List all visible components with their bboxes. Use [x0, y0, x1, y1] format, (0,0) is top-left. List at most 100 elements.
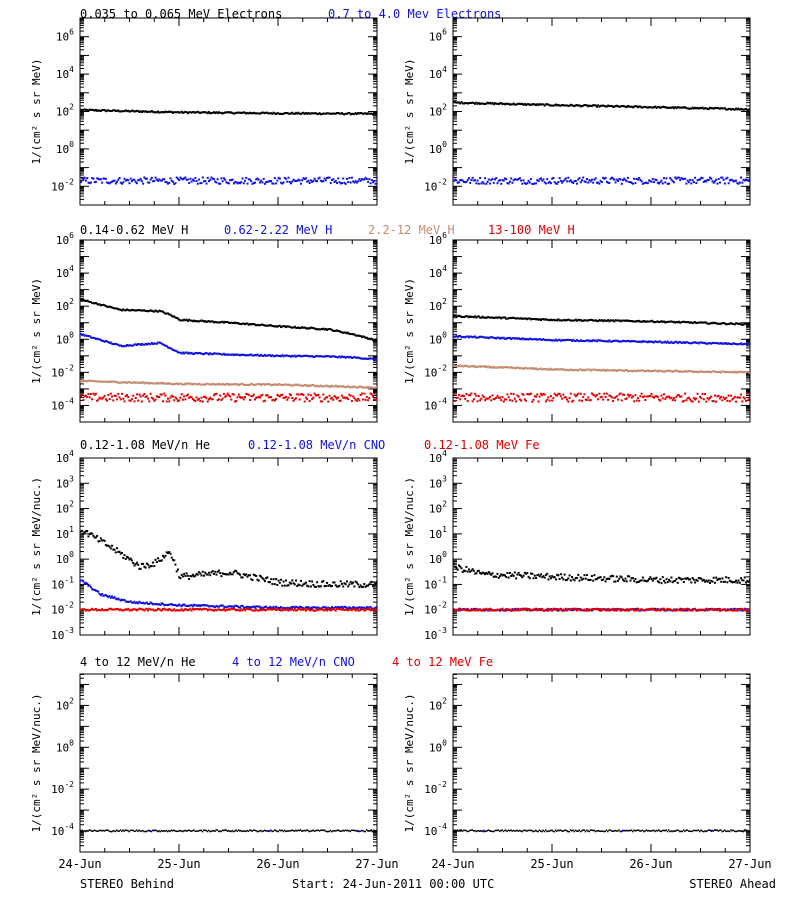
- data-point: [112, 596, 115, 599]
- data-point: [82, 580, 85, 583]
- data-point: [158, 603, 161, 606]
- data-point: [217, 182, 220, 185]
- data-point: [196, 573, 199, 576]
- data-point: [669, 177, 672, 180]
- data-point: [247, 606, 250, 609]
- data-point: [338, 181, 341, 184]
- data-point: [322, 180, 325, 183]
- data-point: [210, 605, 213, 608]
- data-point: [605, 319, 608, 322]
- data-point: [121, 110, 124, 113]
- data-point: [589, 318, 592, 321]
- data-point: [349, 394, 352, 397]
- data-point: [224, 178, 227, 181]
- data-point: [326, 581, 329, 584]
- y-axis-label: 1/(cm² s sr MeV): [30, 278, 43, 384]
- data-point: [691, 106, 694, 109]
- data-point: [672, 370, 675, 373]
- data-point: [645, 395, 648, 398]
- data-point: [152, 382, 155, 385]
- data-point: [263, 609, 266, 612]
- data-point: [532, 182, 535, 185]
- data-point: [649, 395, 652, 398]
- data-point: [610, 574, 613, 577]
- data-point: [297, 111, 300, 114]
- data-point: [354, 356, 357, 359]
- data-point: [700, 370, 703, 373]
- data-point: [152, 110, 155, 113]
- data-point: [103, 109, 106, 112]
- data-point: [530, 338, 533, 341]
- data-point: [88, 533, 91, 536]
- data-point: [328, 394, 331, 397]
- data-point: [97, 109, 100, 112]
- data-point: [474, 315, 477, 318]
- data-point: [553, 339, 556, 342]
- data-point: [252, 323, 255, 326]
- data-point: [94, 536, 97, 539]
- data-point: [242, 353, 245, 356]
- data-point: [326, 355, 329, 358]
- data-point: [96, 609, 99, 612]
- data-point: [179, 176, 182, 179]
- data-point: [281, 182, 284, 185]
- data-point: [477, 395, 480, 398]
- data-point: [518, 398, 521, 401]
- data-point: [147, 110, 150, 113]
- data-point: [345, 396, 348, 399]
- data-point: [216, 399, 219, 402]
- series-group: [80, 108, 377, 185]
- data-point: [625, 106, 628, 109]
- data-point: [321, 385, 324, 388]
- data-point: [344, 331, 347, 334]
- data-point: [160, 602, 163, 605]
- data-point: [263, 399, 266, 402]
- data-point: [94, 392, 97, 395]
- data-point: [98, 592, 101, 595]
- data-point: [375, 113, 377, 116]
- data-point: [685, 107, 688, 110]
- data-point: [256, 578, 259, 581]
- data-point: [329, 328, 332, 331]
- data-point: [130, 381, 133, 384]
- data-point: [234, 569, 237, 572]
- data-point: [312, 609, 315, 612]
- data-point: [232, 182, 235, 185]
- data-point: [173, 383, 176, 386]
- data-point: [113, 380, 116, 383]
- data-point: [564, 338, 567, 341]
- data-point: [129, 177, 132, 180]
- data-point: [222, 605, 225, 608]
- data-point: [715, 371, 718, 374]
- data-point: [702, 341, 705, 344]
- data-point: [225, 353, 228, 356]
- data-point: [706, 178, 709, 181]
- data-point: [741, 370, 744, 373]
- data-point: [355, 386, 358, 389]
- data-point: [302, 111, 305, 114]
- data-point: [133, 309, 136, 312]
- data-point: [343, 113, 346, 116]
- data-point: [343, 582, 346, 585]
- data-point: [608, 369, 611, 372]
- data-point: [564, 368, 567, 371]
- data-point: [337, 385, 340, 388]
- data-point: [246, 322, 249, 325]
- data-point: [704, 342, 707, 345]
- data-point: [339, 182, 342, 185]
- data-point: [322, 609, 325, 612]
- data-point: [138, 110, 141, 113]
- data-point: [144, 110, 147, 113]
- data-point: [374, 582, 377, 585]
- data-point: [594, 395, 597, 398]
- data-point: [602, 398, 605, 401]
- data-point: [250, 180, 253, 183]
- data-point: [283, 396, 286, 399]
- data-point: [119, 381, 122, 384]
- y-tick-label: 102: [429, 297, 447, 313]
- data-point: [479, 176, 482, 179]
- data-point: [194, 604, 197, 607]
- data-point: [556, 368, 559, 371]
- data-point: [610, 105, 613, 108]
- data-point: [137, 309, 140, 312]
